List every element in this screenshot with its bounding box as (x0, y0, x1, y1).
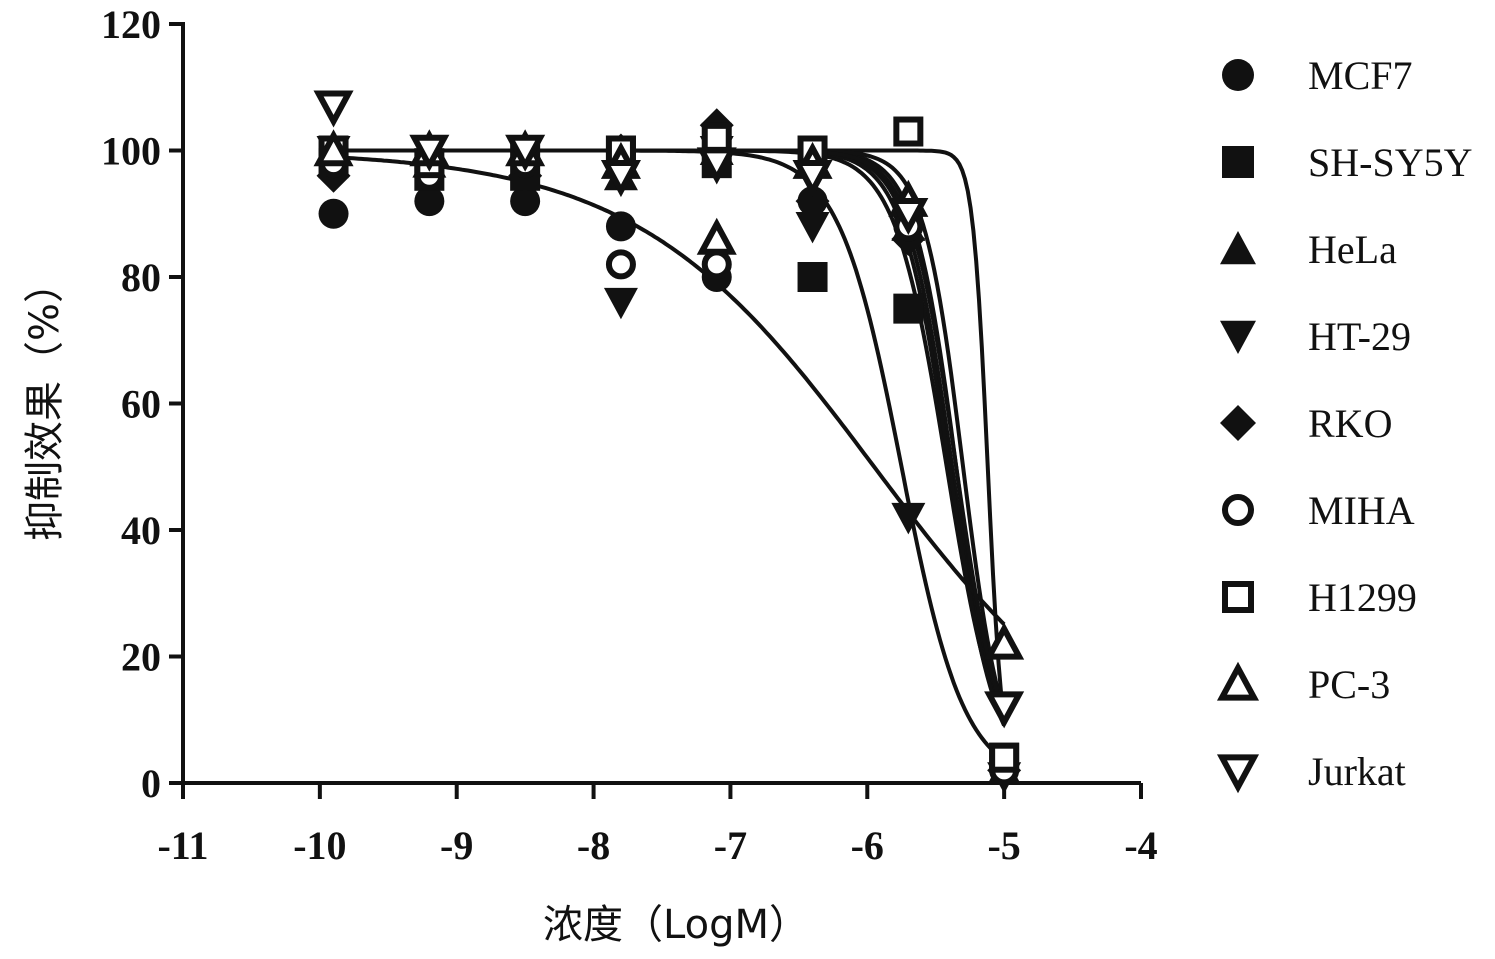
legend-marker-mcf7 (1222, 59, 1254, 91)
data-point-h1299 (992, 746, 1016, 770)
x-tick-label: -5 (987, 823, 1020, 868)
legend-marker-miha (1225, 497, 1251, 523)
legend-marker-hela (1220, 231, 1256, 264)
x-tick-label: -4 (1124, 823, 1157, 868)
legend-label: Jurkat (1308, 749, 1406, 794)
data-point-pc-3 (702, 224, 732, 252)
y-tick-label: 20 (121, 635, 161, 680)
x-axis-title: 浓度（LogM） (543, 902, 809, 948)
legend-label: MIHA (1308, 488, 1415, 533)
data-point-h1299 (705, 126, 729, 150)
y-tick-label: 80 (121, 255, 161, 300)
y-tick-label: 120 (101, 2, 161, 47)
data-point-jurkat (989, 694, 1019, 722)
data-point-mcf7 (606, 211, 636, 241)
y-tick-label: 100 (101, 129, 161, 174)
data-point-pc-3 (989, 629, 1019, 657)
y-tick-label: 0 (141, 761, 161, 806)
data-point-miha (609, 252, 633, 276)
y-tick-label: 40 (121, 508, 161, 553)
x-tick-label: -10 (293, 823, 346, 868)
legend-label: H1299 (1308, 575, 1417, 620)
legend-label: HT-29 (1308, 314, 1411, 359)
legend-marker-sh-sy5y (1222, 146, 1254, 178)
x-tick-label: -9 (440, 823, 473, 868)
legend-label: MCF7 (1308, 53, 1413, 98)
legend-marker-rko (1220, 405, 1256, 441)
data-points (317, 93, 1022, 793)
x-tick-label: -11 (157, 823, 208, 868)
x-ticks: -11 -10 -9 -8 -7 -6 -5 -4 (157, 783, 1157, 868)
legend: MCF7 SH-SY5Y HeLa HT-29 RKO MIHA H1299 PC-3 Jurk… (1220, 53, 1472, 794)
legend-marker-ht-29 (1220, 321, 1256, 354)
x-tick-label: -6 (851, 823, 884, 868)
legend-label: HeLa (1308, 227, 1397, 272)
legend-label: SH-SY5Y (1308, 140, 1472, 185)
x-tick-label: -7 (714, 823, 747, 868)
legend-label: PC-3 (1308, 662, 1390, 707)
legend-marker-pc-3 (1222, 668, 1254, 698)
legend-marker-jurkat (1222, 757, 1254, 787)
data-point-sh-sy5y (798, 262, 828, 292)
y-ticks: 0 20 40 60 80 100 120 (101, 2, 183, 806)
data-point-h1299 (896, 120, 920, 144)
legend-marker-h1299 (1225, 584, 1251, 610)
x-tick-label: -8 (577, 823, 610, 868)
data-point-miha (705, 252, 729, 276)
data-point-mcf7 (319, 199, 349, 229)
data-point-sh-sy5y (893, 294, 923, 324)
legend-label: RKO (1308, 401, 1392, 446)
data-point-jurkat (319, 93, 349, 121)
data-point-ht-29 (604, 288, 638, 319)
y-tick-label: 60 (121, 382, 161, 427)
data-point-jurkat (798, 163, 828, 191)
y-axis-title: 抑制效果（%） (22, 263, 68, 541)
